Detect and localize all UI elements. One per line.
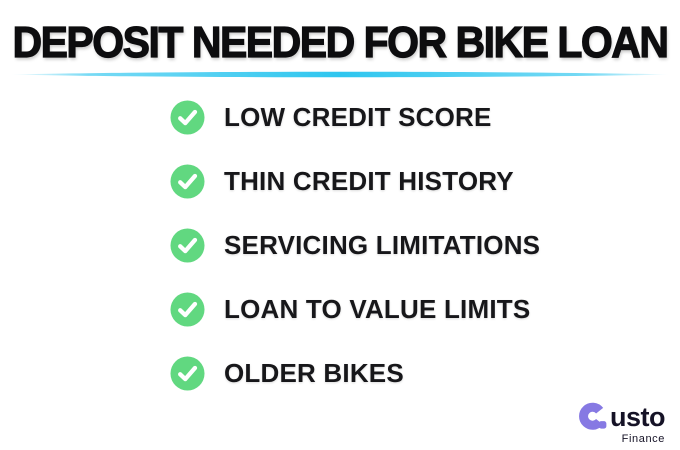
checklist-item-label: SERVICING LIMITATIONS [224,230,541,260]
check-circle-icon [170,164,205,199]
page-title: DEPOSIT NEEDED FOR BIKE LOAN [12,17,670,67]
brand-logo: usto Finance [579,402,666,445]
checklist-item: THIN CREDIT HISTORY [170,164,540,199]
checklist-item-label: THIN CREDIT HISTORY [224,166,514,196]
title-underline-shape [9,71,671,78]
checklist-item: LOAN TO VALUE LIMITS [170,292,540,327]
brand-logo-text: usto [610,402,666,432]
check-circle-icon [170,100,205,135]
checklist: LOW CREDIT SCORE THIN CREDIT HISTORY SER… [170,100,540,391]
title-underline [8,70,672,79]
gusto-g-icon [579,402,607,430]
checklist-item-label: OLDER BIKES [224,358,404,388]
checklist-item: OLDER BIKES [170,356,540,391]
checklist-item: LOW CREDIT SCORE [170,100,540,135]
check-circle-icon [170,228,205,263]
check-circle-icon [170,356,205,391]
brand-logo-row: usto [579,402,666,432]
checklist-item-label: LOW CREDIT SCORE [224,102,492,132]
brand-logo-tagline: Finance [621,433,665,445]
checklist-item: SERVICING LIMITATIONS [170,228,540,263]
check-circle-icon [170,292,205,327]
checklist-item-label: LOAN TO VALUE LIMITS [224,294,531,324]
